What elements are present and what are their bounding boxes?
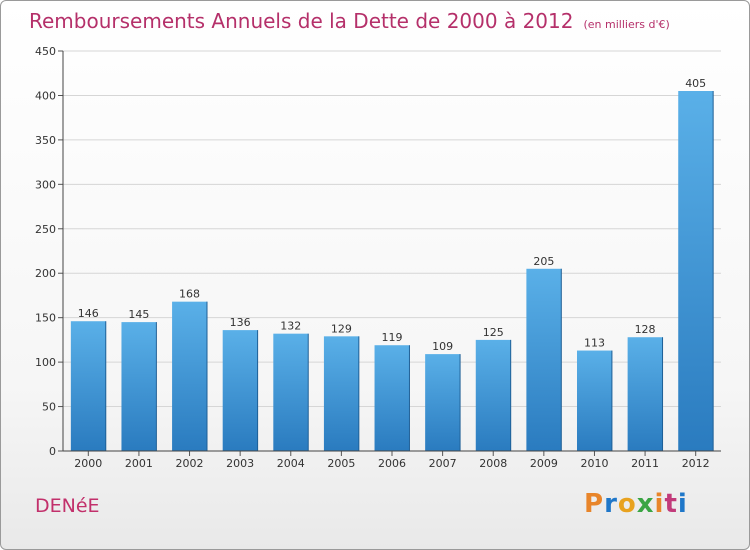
data-label: 168 — [179, 288, 200, 301]
proxiti-logo: Proxiti — [584, 489, 688, 519]
y-tick-label: 100 — [35, 356, 56, 369]
bar — [273, 333, 309, 451]
data-label: 109 — [432, 340, 453, 353]
data-labels: 146 145 168 136 132 129 119 109 125 205 113 128 405 — [78, 77, 706, 353]
data-label: 145 — [128, 308, 149, 321]
bar — [121, 322, 157, 451]
bar — [425, 354, 461, 451]
bar — [576, 350, 612, 451]
logo-letter: t — [664, 489, 678, 519]
y-tick-label: 300 — [35, 178, 56, 191]
x-tick-label: 2004 — [277, 457, 305, 470]
axes: 0 50 100 150 200 250 300 350 400 450 2000 2001 2002 2… — [35, 45, 721, 470]
data-label: 125 — [483, 326, 504, 339]
data-label: 136 — [230, 316, 251, 329]
x-tick-label: 2000 — [74, 457, 102, 470]
logo-letter: P — [584, 489, 605, 519]
x-tick-label: 2009 — [530, 457, 558, 470]
bar — [70, 321, 106, 451]
chart-title-text: Remboursements Annuels de la Dette de 20… — [29, 9, 574, 33]
data-label: 132 — [280, 320, 301, 333]
y-tick-label: 50 — [42, 401, 56, 414]
y-tick-label: 250 — [35, 223, 56, 236]
logo-letter: o — [617, 489, 637, 519]
x-tick-label: 2001 — [125, 457, 153, 470]
data-label: 113 — [584, 337, 605, 350]
x-tick-label: 2011 — [631, 457, 659, 470]
x-tick-label: 2003 — [226, 457, 254, 470]
data-label: 119 — [382, 331, 403, 344]
logo-letter: r — [604, 489, 618, 519]
y-tick-label: 400 — [35, 89, 56, 102]
y-tick-label: 0 — [49, 445, 56, 458]
bar — [678, 91, 714, 451]
x-tick-label: 2007 — [429, 457, 457, 470]
x-tick-label: 2005 — [327, 457, 355, 470]
logo-letter: i — [654, 489, 665, 519]
logo-letter: i — [677, 489, 688, 519]
x-tick-label: 2010 — [580, 457, 608, 470]
data-label: 405 — [685, 77, 706, 90]
chart-unit: (en milliers d'€) — [583, 18, 670, 31]
x-tick-label: 2002 — [176, 457, 204, 470]
data-label: 128 — [635, 323, 656, 336]
bars — [70, 91, 714, 451]
x-tick-label: 2006 — [378, 457, 406, 470]
bar — [222, 330, 258, 451]
bar — [323, 336, 359, 451]
bar — [374, 345, 410, 451]
commune-name: DENéE — [35, 495, 100, 517]
data-label: 129 — [331, 322, 352, 335]
y-tick-label: 350 — [35, 134, 56, 147]
y-tick-label: 150 — [35, 312, 56, 325]
bar — [172, 301, 208, 451]
x-tick-label: 2012 — [682, 457, 710, 470]
y-tick-label: 450 — [35, 45, 56, 58]
bar — [526, 268, 562, 451]
y-tick-label: 200 — [35, 267, 56, 280]
data-label: 146 — [78, 307, 99, 320]
bar — [627, 337, 663, 451]
logo-letter: x — [636, 489, 655, 519]
x-tick-label: 2008 — [479, 457, 507, 470]
chart-title: Remboursements Annuels de la Dette de 20… — [29, 9, 670, 33]
data-label: 205 — [533, 255, 554, 268]
bar — [475, 339, 511, 451]
